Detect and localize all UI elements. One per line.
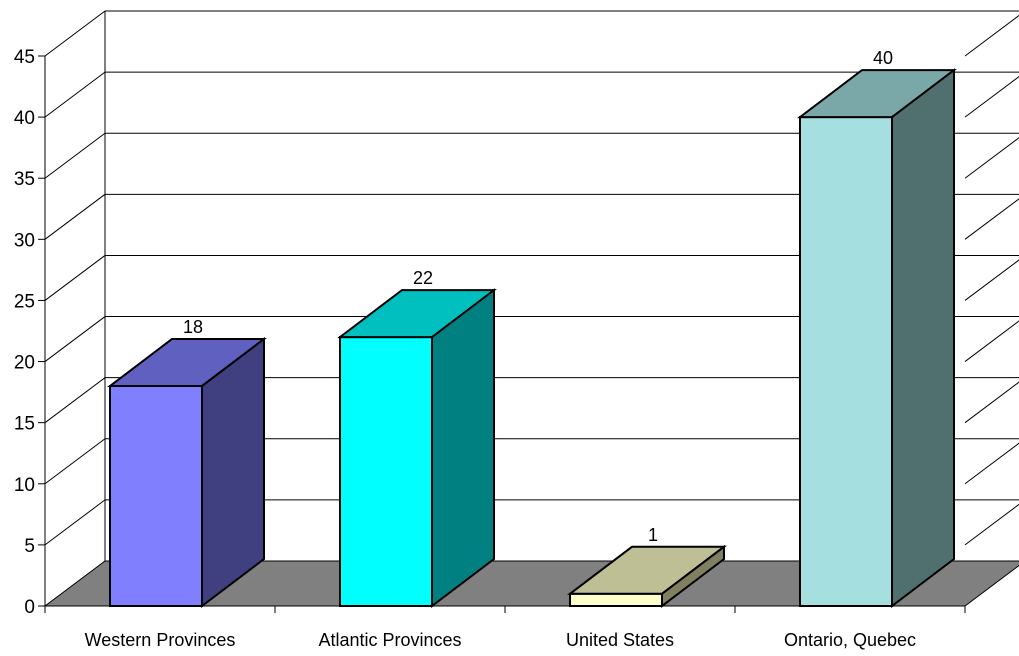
gridline-diagonal xyxy=(44,71,106,118)
y-tick-label: 20 xyxy=(14,353,35,374)
y-tick-label: 45 xyxy=(14,47,35,68)
x-category-label: Western Provinces xyxy=(85,630,236,650)
bar xyxy=(797,68,957,609)
bar-front xyxy=(799,116,893,607)
y-tick-label: 40 xyxy=(14,108,35,129)
bar-side xyxy=(661,544,725,609)
gridline-right-diagonal xyxy=(964,381,1019,424)
bar-front xyxy=(339,336,433,607)
y-tick-label: 15 xyxy=(14,414,35,435)
gridline-diagonal xyxy=(44,316,106,362)
bar-front xyxy=(109,385,203,607)
data-label: 1 xyxy=(648,525,658,545)
gridline-diagonal xyxy=(44,10,106,57)
bar-front xyxy=(569,592,663,607)
gridline-right-diagonal xyxy=(964,320,1019,362)
x-category-label: Ontario, Quebec xyxy=(784,630,916,650)
gridline-diagonal xyxy=(44,255,106,301)
gridline-right-diagonal xyxy=(964,75,1019,118)
gridline-diagonal xyxy=(44,438,106,485)
bar xyxy=(567,544,727,609)
data-label: 22 xyxy=(413,268,433,288)
y-tick-label: 5 xyxy=(24,536,35,557)
y-axis: 0 5 10 15 20 25 30 35 40 45 xyxy=(14,47,46,618)
x-category-label: United States xyxy=(566,630,674,650)
data-labels: 18 22 1 40 xyxy=(183,48,893,545)
gridline-right-diagonal xyxy=(964,503,1019,546)
bars xyxy=(107,68,957,609)
gridline-right-diagonal xyxy=(964,259,1019,301)
gridline-diagonal xyxy=(44,132,106,179)
data-label: 40 xyxy=(873,48,893,68)
x-axis: Western Provinces Atlantic Provinces Unite… xyxy=(44,606,966,650)
bar xyxy=(337,288,497,609)
bar-side xyxy=(431,288,495,609)
y-tick-label: 35 xyxy=(14,169,35,190)
y-tick-label: 10 xyxy=(14,475,35,496)
y-tick-label: 0 xyxy=(24,597,35,618)
bar xyxy=(107,336,267,609)
bar-side xyxy=(201,336,265,609)
y-tick-label: 30 xyxy=(14,230,35,251)
gridline-diagonal xyxy=(44,499,106,546)
y-tick-label: 25 xyxy=(14,291,35,312)
gridline-right-diagonal xyxy=(964,198,1019,240)
x-category-label: Atlantic Provinces xyxy=(318,630,461,650)
bar-side xyxy=(891,68,955,609)
data-label: 18 xyxy=(183,317,203,337)
gridline-right-diagonal xyxy=(964,14,1019,57)
gridline-diagonal xyxy=(44,377,106,424)
gridline-diagonal xyxy=(44,193,106,240)
gridline-right-diagonal xyxy=(964,442,1019,485)
gridline-right-diagonal xyxy=(964,137,1019,179)
